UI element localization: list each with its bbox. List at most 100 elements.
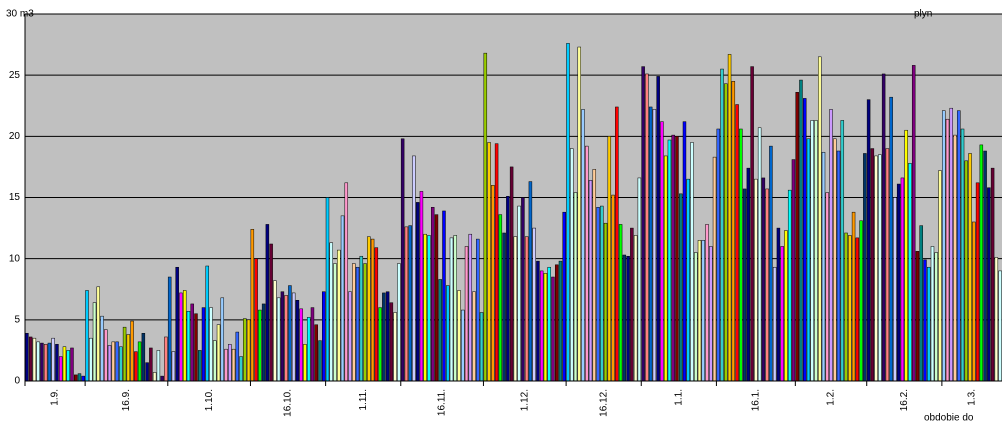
bar <box>280 291 285 382</box>
x-tick-label: 1.11. <box>358 389 369 411</box>
bar <box>186 311 191 382</box>
bar <box>863 153 867 382</box>
bar <box>273 280 277 382</box>
bar <box>47 342 52 382</box>
bar <box>539 270 544 382</box>
bar <box>930 246 935 382</box>
bar <box>32 337 37 382</box>
bar <box>990 167 995 382</box>
x-tick-label: 16.2. <box>899 389 910 411</box>
bar <box>780 246 784 382</box>
bar <box>739 128 743 382</box>
bar <box>904 129 908 382</box>
bar <box>633 235 638 382</box>
bar <box>829 109 833 382</box>
bar <box>423 233 427 382</box>
bar <box>705 224 709 382</box>
bar <box>761 177 766 382</box>
bar <box>945 118 950 382</box>
bar <box>243 318 247 382</box>
x-tick-label: 1.9. <box>50 389 61 406</box>
bar <box>926 266 931 382</box>
bar <box>464 246 469 382</box>
bar <box>709 246 713 382</box>
bar <box>840 120 845 382</box>
bar <box>400 138 405 382</box>
bar <box>573 192 578 382</box>
x-tick-label: 16.10. <box>283 389 294 417</box>
bar <box>430 207 435 382</box>
bar <box>942 110 946 382</box>
bar <box>517 205 521 382</box>
bar <box>235 331 240 382</box>
bar <box>213 340 217 382</box>
bar <box>453 235 457 382</box>
bar <box>156 350 161 382</box>
bar <box>363 263 367 382</box>
bar <box>795 92 799 382</box>
bar <box>92 302 97 382</box>
bar <box>295 300 300 382</box>
bar <box>111 341 116 382</box>
bar <box>479 312 484 382</box>
x-tick-label: 16.11. <box>437 389 448 416</box>
bar <box>412 155 416 382</box>
bar <box>844 232 848 382</box>
bar <box>487 142 491 382</box>
bar <box>25 333 29 382</box>
bar <box>671 134 675 382</box>
bar <box>806 138 811 382</box>
bar <box>344 182 349 382</box>
bar <box>442 210 446 382</box>
bar <box>404 226 409 382</box>
bar <box>491 185 495 382</box>
bar <box>434 214 439 382</box>
bar <box>378 307 382 382</box>
bar <box>893 197 897 382</box>
bar <box>89 337 93 382</box>
bar <box>874 155 878 382</box>
bar <box>656 76 660 382</box>
y-tick-label: 20 <box>9 131 21 142</box>
bar <box>43 344 48 382</box>
bar <box>449 237 454 382</box>
bar <box>250 229 255 382</box>
x-tick-label: 1.3. <box>967 389 978 406</box>
bar <box>224 348 228 382</box>
bar <box>975 182 980 382</box>
bar <box>532 227 536 382</box>
bar <box>325 197 330 382</box>
bar <box>919 225 923 382</box>
bar <box>359 255 364 382</box>
bar <box>314 324 318 382</box>
bar <box>306 317 311 382</box>
bar <box>55 344 59 382</box>
bar <box>182 290 187 382</box>
bar <box>134 351 138 382</box>
bar <box>960 128 965 382</box>
bar <box>333 263 337 382</box>
bar <box>675 136 679 382</box>
bar <box>923 259 927 382</box>
bar <box>438 279 442 382</box>
bar <box>562 211 566 382</box>
bar <box>472 291 476 382</box>
bar <box>284 295 288 382</box>
bar <box>682 121 687 382</box>
bar <box>964 160 969 382</box>
bar <box>720 68 724 382</box>
bar <box>329 242 333 382</box>
bar <box>825 192 829 382</box>
bar <box>746 167 751 382</box>
bar <box>814 120 818 382</box>
bar <box>957 110 961 382</box>
bar <box>318 340 322 382</box>
bar <box>697 240 702 382</box>
bar <box>393 312 397 382</box>
bar <box>690 142 694 382</box>
bar <box>269 243 273 382</box>
bar <box>348 291 352 382</box>
bar <box>600 205 604 382</box>
bar <box>588 180 593 382</box>
bar <box>558 260 563 382</box>
